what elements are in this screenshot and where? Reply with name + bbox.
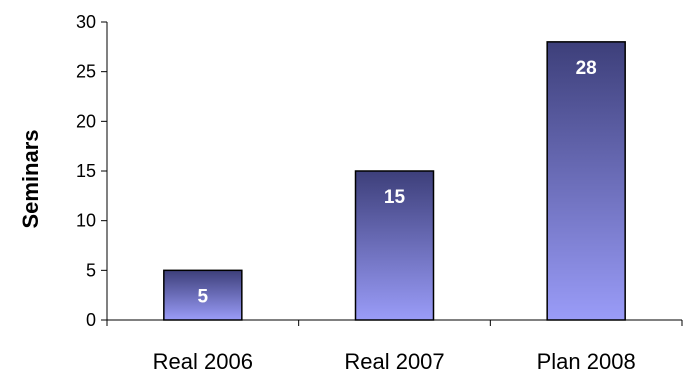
y-tick-label: 15 <box>76 161 96 181</box>
y-tick-label: 0 <box>86 310 96 330</box>
y-tick-label: 25 <box>76 62 96 82</box>
bar-real-2007 <box>354 170 435 321</box>
bar-real-2006 <box>163 269 243 321</box>
y-tick-label: 10 <box>76 211 96 231</box>
y-ticks-group: 0 5 10 15 20 25 30 <box>76 12 107 330</box>
y-tick-label: 30 <box>76 12 96 32</box>
bar-value-label: 28 <box>576 58 597 79</box>
bars-group <box>163 41 626 321</box>
y-tick-label: 5 <box>86 260 96 280</box>
y-axis-title: Seminars <box>18 129 43 228</box>
x-ticks-group: Real 2006 Real 2007 Plan 2008 <box>106 320 683 374</box>
plot-area: 5 15 28 0 5 10 15 20 25 30 Real 2006 Real 2007 Pla… <box>76 12 683 374</box>
x-category-label: Real 2007 <box>344 349 444 374</box>
bar-value-label: 5 <box>198 286 209 307</box>
data-labels-group: 5 15 28 <box>198 58 597 307</box>
x-category-label: Real 2006 <box>153 349 253 374</box>
bar-value-label: 15 <box>384 187 406 208</box>
bar-plan-2008 <box>546 41 626 321</box>
y-tick-label: 20 <box>76 111 96 131</box>
x-category-label: Plan 2008 <box>537 349 636 374</box>
